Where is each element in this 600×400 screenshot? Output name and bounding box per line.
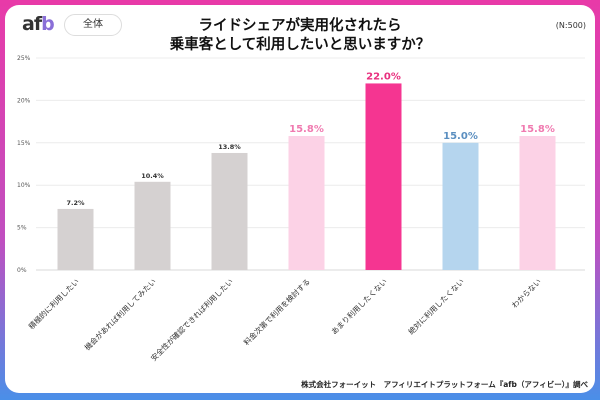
data-label: 13.8% (218, 143, 241, 151)
y-tick-label: 15% (17, 140, 31, 147)
bar (442, 142, 479, 270)
data-label: 15.8% (289, 124, 324, 135)
bar (57, 208, 94, 270)
afb-logo: afb (22, 13, 55, 35)
y-tick-label: 10% (17, 182, 31, 189)
bar (211, 152, 248, 270)
y-tick-label: 0% (17, 267, 27, 274)
x-tick-label: 絶対に利用したくない (406, 276, 466, 336)
sample-size: (N:500) (555, 21, 586, 30)
y-tick-label: 5% (17, 225, 27, 232)
data-label: 22.0% (366, 71, 401, 82)
chart-title: ライドシェアが実用化されたら乗車客として利用したいと思いますか？ (150, 17, 450, 55)
data-label: 15.0% (443, 131, 478, 142)
x-tick-label: 安全性が確認できれば利用したい (148, 276, 235, 363)
segment-pill: 全体 (64, 14, 122, 36)
data-label: 15.8% (520, 124, 555, 135)
bar (365, 83, 402, 270)
source-note: 株式会社フォーイット アフィリエイトプラットフォーム『afb（アフィビー）』調べ (301, 380, 588, 389)
title-line-2: 乗車客として利用したいと思いますか？ (169, 37, 431, 53)
x-tick-label: わからない (510, 277, 543, 310)
bar (288, 136, 325, 270)
x-tick-label: あまり利用したくない (329, 276, 389, 336)
data-label: 10.4% (141, 172, 164, 180)
x-tick-label: 料金次第で利用を検討する (241, 276, 312, 347)
title-line-1: ライドシェアが実用化されたら (198, 18, 402, 34)
x-tick-label: 機会があれば利用してみたい (82, 276, 158, 352)
data-label: 7.2% (66, 199, 85, 207)
y-tick-label: 25% (17, 55, 31, 62)
x-tick-label: 積極的に利用したい (26, 276, 81, 331)
bar (134, 181, 171, 270)
y-tick-label: 20% (17, 97, 31, 104)
bar (519, 136, 556, 270)
